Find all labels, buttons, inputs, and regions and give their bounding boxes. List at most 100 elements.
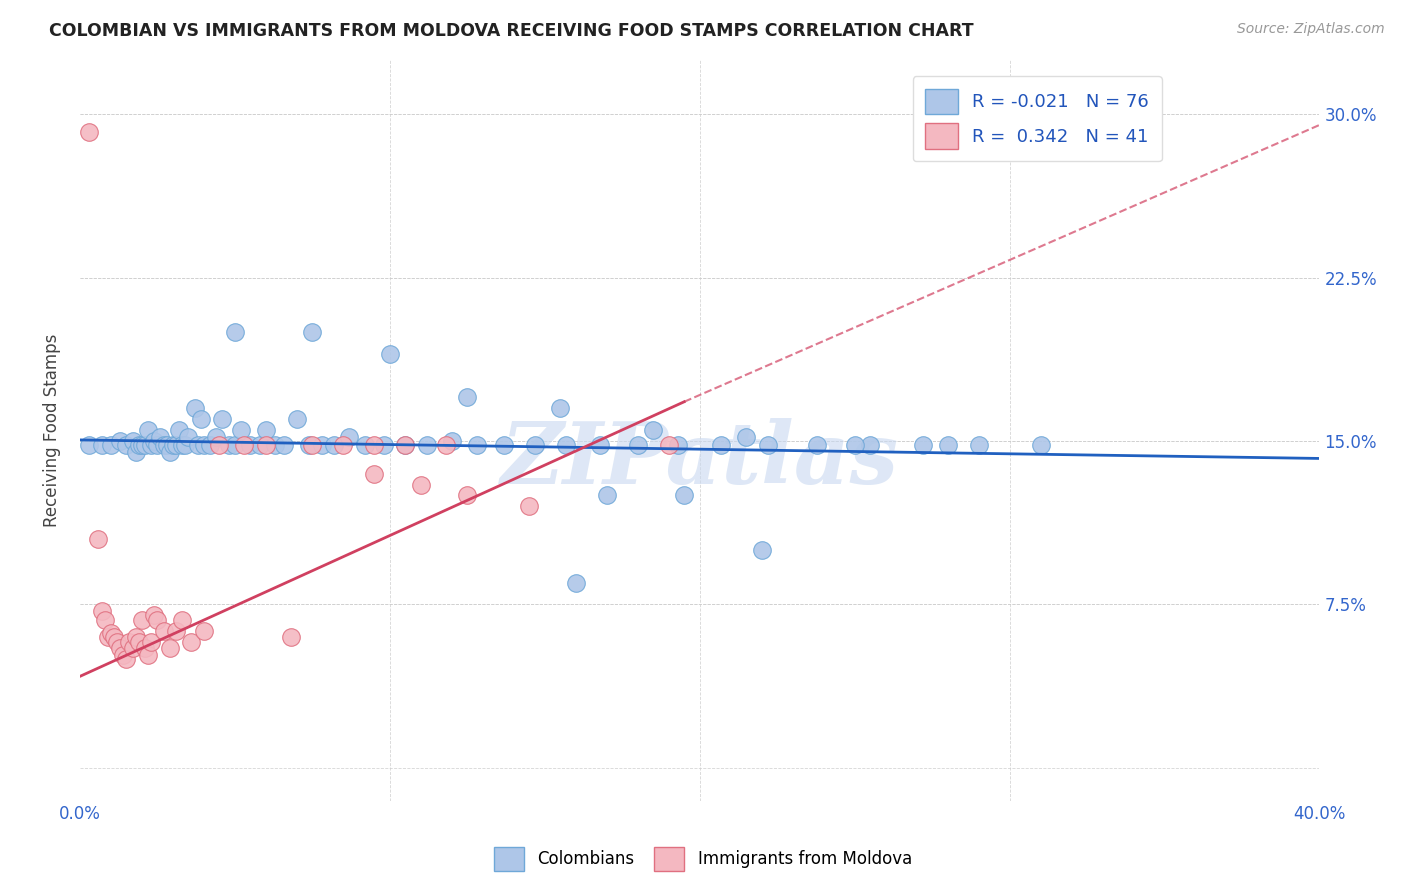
Point (673, 488, 696, 502)
Point (354, 438, 377, 452)
Text: ZIPatlas: ZIPatlas (501, 418, 898, 501)
Point (121, 434, 143, 448)
Point (93, 613, 115, 627)
Point (710, 438, 733, 452)
Point (373, 438, 395, 452)
Point (363, 438, 385, 452)
Point (90, 604, 112, 618)
Point (517, 500, 540, 514)
Point (115, 652, 138, 666)
Point (128, 438, 150, 452)
Point (548, 401, 571, 416)
Point (128, 634, 150, 648)
Text: Source: ZipAtlas.com: Source: ZipAtlas.com (1237, 22, 1385, 37)
Point (152, 438, 174, 452)
Point (90, 438, 112, 452)
Point (190, 412, 212, 426)
Point (264, 438, 287, 452)
Point (218, 438, 240, 452)
Point (146, 613, 169, 627)
Point (456, 488, 478, 502)
Point (108, 434, 131, 448)
Point (911, 438, 934, 452)
Point (172, 613, 194, 627)
Point (254, 423, 277, 437)
Point (134, 641, 156, 656)
Point (756, 438, 779, 452)
Point (666, 438, 689, 452)
Point (416, 438, 439, 452)
Point (159, 641, 181, 656)
Point (378, 347, 401, 361)
Point (165, 624, 187, 638)
Point (100, 438, 122, 452)
Point (627, 438, 650, 452)
Point (555, 438, 578, 452)
Point (193, 624, 215, 638)
Point (115, 438, 138, 452)
Point (167, 423, 190, 437)
Point (141, 634, 163, 648)
Point (249, 438, 271, 452)
Point (564, 575, 586, 590)
Point (409, 477, 432, 491)
Point (298, 438, 321, 452)
Point (165, 438, 187, 452)
Point (751, 543, 773, 558)
Point (177, 430, 200, 444)
Point (229, 423, 252, 437)
Point (172, 438, 194, 452)
Point (183, 401, 205, 416)
Point (1029, 438, 1052, 452)
Point (124, 445, 146, 459)
Point (174, 438, 197, 452)
Point (77, 438, 100, 452)
Point (152, 624, 174, 638)
Point (465, 438, 488, 452)
Text: COLOMBIAN VS IMMIGRANTS FROM MOLDOVA RECEIVING FOOD STAMPS CORRELATION CHART: COLOMBIAN VS IMMIGRANTS FROM MOLDOVA REC… (49, 22, 974, 40)
Point (658, 438, 681, 452)
Point (87, 532, 110, 546)
Point (193, 438, 215, 452)
Point (180, 634, 202, 648)
Point (198, 438, 221, 452)
Point (589, 438, 612, 452)
Point (394, 438, 416, 452)
Point (643, 423, 665, 437)
Point (596, 488, 619, 502)
Point (285, 412, 308, 426)
Point (100, 625, 122, 640)
Point (124, 630, 146, 644)
Point (159, 445, 181, 459)
Point (394, 438, 416, 452)
Point (131, 613, 153, 627)
Point (146, 438, 169, 452)
Point (434, 438, 457, 452)
Point (211, 412, 233, 426)
Point (456, 391, 478, 405)
Point (143, 608, 166, 623)
Point (494, 438, 516, 452)
Point (118, 634, 141, 648)
Point (134, 438, 156, 452)
Point (108, 641, 131, 656)
Point (440, 434, 463, 448)
Point (187, 438, 209, 452)
Point (136, 648, 159, 662)
Point (77, 124, 100, 138)
Point (859, 438, 882, 452)
Point (936, 438, 959, 452)
Point (273, 438, 295, 452)
Point (280, 630, 302, 644)
Point (301, 438, 323, 452)
Point (967, 438, 990, 452)
Point (254, 438, 277, 452)
Point (105, 634, 128, 648)
Point (239, 438, 262, 452)
Point (131, 438, 153, 452)
Point (208, 438, 231, 452)
Point (112, 648, 135, 662)
Point (205, 430, 228, 444)
Point (339, 430, 361, 444)
Point (311, 438, 333, 452)
